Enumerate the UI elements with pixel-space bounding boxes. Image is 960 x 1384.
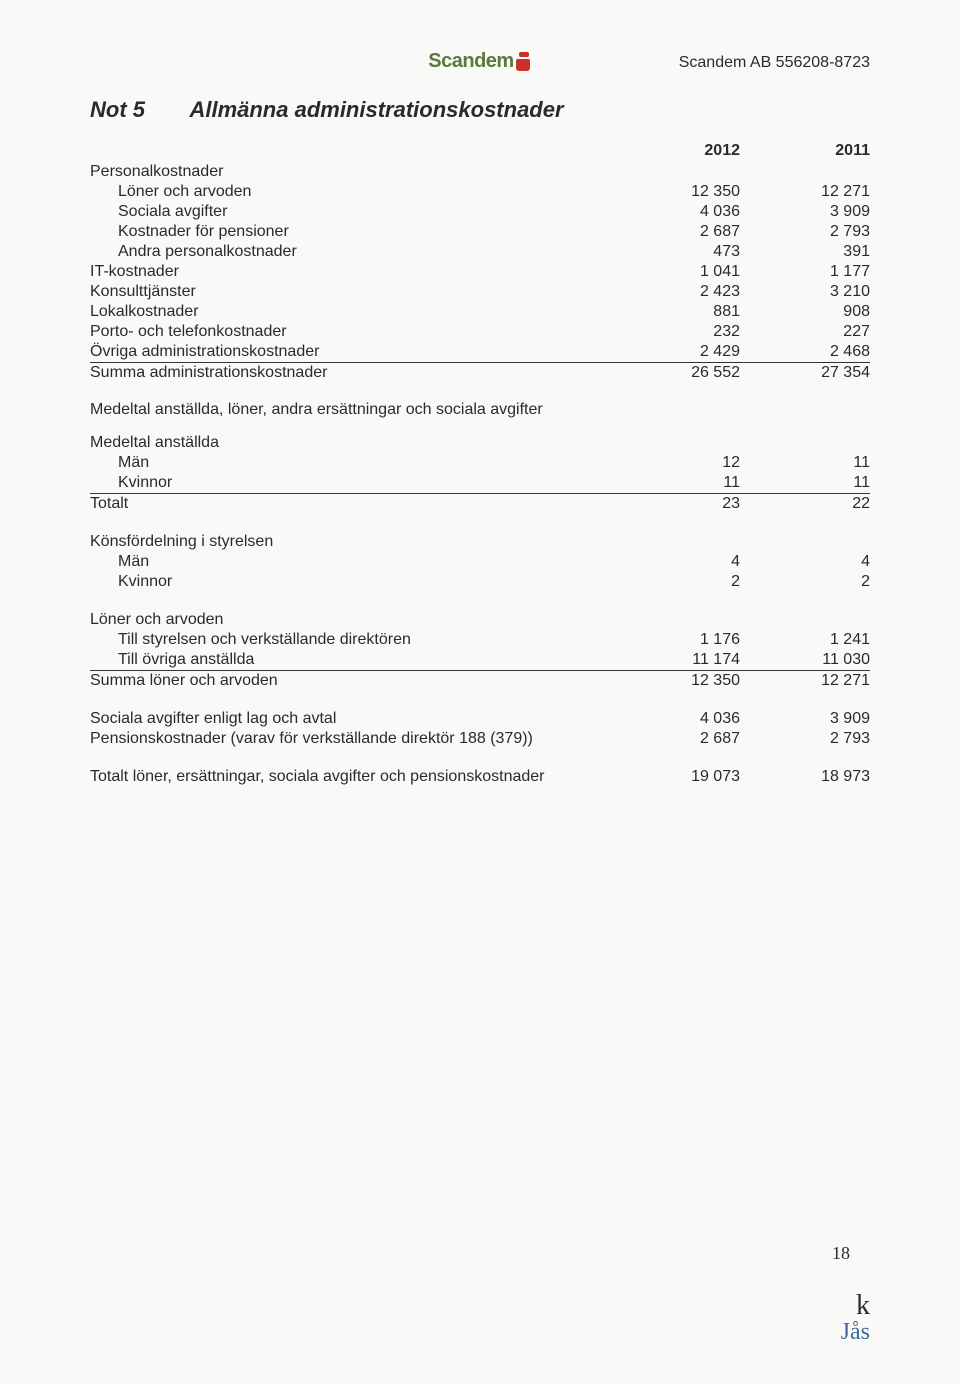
table-row: Porto- och telefonkostnader232227 bbox=[90, 322, 870, 342]
table-row: Män1211 bbox=[90, 453, 870, 473]
table-row: Till styrelsen och verkställande direktö… bbox=[90, 630, 870, 650]
table-row: Män44 bbox=[90, 552, 870, 572]
table-row: Övriga administrationskostnader2 4292 46… bbox=[90, 342, 870, 363]
signature: k Jås bbox=[841, 1292, 870, 1344]
table-row: Kostnader för pensioner2 6872 793 bbox=[90, 222, 870, 242]
table-row: Andra personalkostnader473391 bbox=[90, 242, 870, 262]
table-row: Kvinnor22 bbox=[90, 572, 870, 592]
note-title: Not 5 Allmänna administrationskostnader bbox=[90, 97, 870, 123]
page-number: 18 bbox=[832, 1243, 850, 1264]
employees-table: Medeltal anställda Män1211 Kvinnor1111 T… bbox=[90, 433, 870, 787]
col-year-2: 2011 bbox=[740, 141, 870, 162]
subheading: Medeltal anställda, löner, andra ersättn… bbox=[90, 401, 870, 419]
total-row: Totalt2322 bbox=[90, 494, 870, 515]
section-personalkostnader: Personalkostnader bbox=[90, 162, 610, 182]
col-year-1: 2012 bbox=[610, 141, 740, 162]
company-id: Scandem AB 556208-8723 bbox=[679, 54, 870, 72]
logo-icon bbox=[516, 52, 532, 72]
section-board: Könsfördelning i styrelsen bbox=[90, 532, 610, 552]
admin-costs-table: 2012 2011 Personalkostnader Löner och ar… bbox=[90, 141, 870, 383]
note-heading: Allmänna administrationskostnader bbox=[189, 97, 563, 122]
logo-text: Scandem bbox=[428, 50, 513, 73]
grand-total-row: Totalt löner, ersättningar, sociala avgi… bbox=[90, 767, 870, 787]
table-row: Sociala avgifter4 0363 909 bbox=[90, 202, 870, 222]
page-header: Scandem Scandem AB 556208-8723 bbox=[90, 50, 870, 73]
signature-mark-2: Jås bbox=[841, 1320, 870, 1344]
logo: Scandem bbox=[428, 50, 531, 73]
table-row: Kvinnor1111 bbox=[90, 473, 870, 494]
table-row: IT-kostnader1 0411 177 bbox=[90, 262, 870, 282]
table-row: Sociala avgifter enligt lag och avtal4 0… bbox=[90, 709, 870, 729]
signature-mark-1: k bbox=[841, 1292, 870, 1320]
note-number: Not 5 bbox=[90, 97, 145, 122]
sum-row: Summa löner och arvoden12 35012 271 bbox=[90, 671, 870, 692]
section-salaries: Löner och arvoden bbox=[90, 610, 610, 630]
table-row: Till övriga anställda11 17411 030 bbox=[90, 650, 870, 671]
table-row: Konsulttjänster2 4233 210 bbox=[90, 282, 870, 302]
section-employees: Medeltal anställda bbox=[90, 433, 610, 453]
table-row: Pensionskostnader (varav för verkställan… bbox=[90, 729, 870, 749]
table-row: Löner och arvoden12 35012 271 bbox=[90, 182, 870, 202]
sum-row: Summa administrationskostnader26 55227 3… bbox=[90, 363, 870, 384]
table-row: Lokalkostnader881908 bbox=[90, 302, 870, 322]
page: Scandem Scandem AB 556208-8723 Not 5 All… bbox=[0, 0, 960, 1384]
